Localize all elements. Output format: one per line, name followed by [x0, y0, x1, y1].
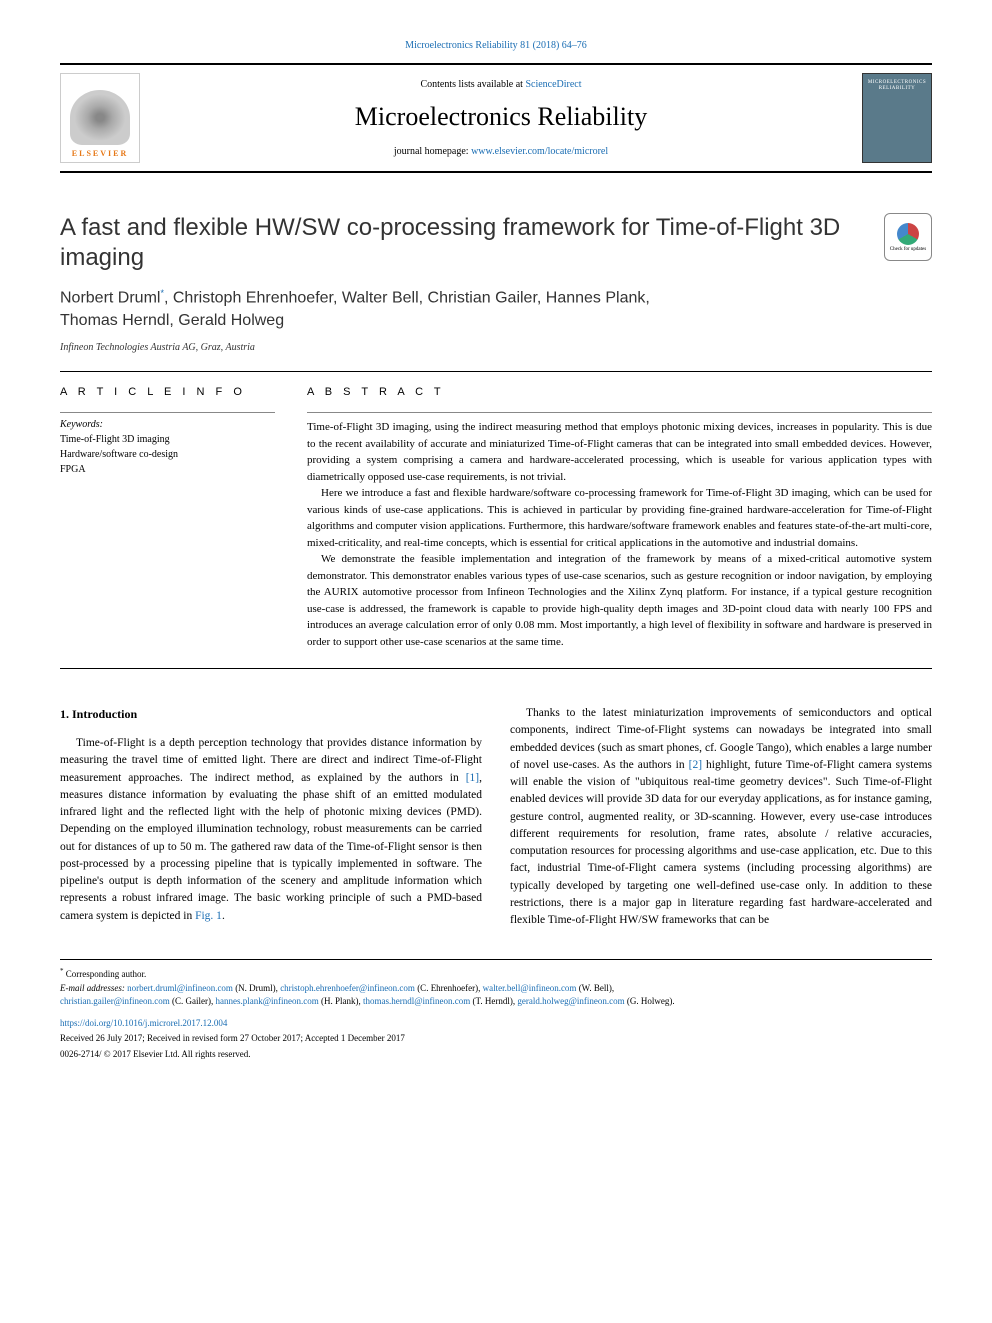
keyword-item: FPGA	[60, 462, 275, 477]
abstract-para: We demonstrate the feasible implementati…	[307, 551, 932, 650]
corresponding-author: * Corresponding author.	[60, 966, 932, 982]
abstract-para: Time-of-Flight 3D imaging, using the ind…	[307, 419, 932, 485]
section-number: 1.	[60, 707, 69, 721]
authors-list: Norbert Druml*, Christoph Ehrenhoefer, W…	[60, 287, 932, 332]
author-name-short: (H. Plank),	[321, 996, 361, 1006]
body-text: Time-of-Flight is a depth perception tec…	[60, 737, 482, 784]
keywords-list: Time-of-Flight 3D imaging Hardware/softw…	[60, 432, 275, 477]
body-column-right: Thanks to the latest miniaturization imp…	[510, 705, 932, 929]
body-column-left: 1. Introduction Time-of-Flight is a dept…	[60, 705, 482, 929]
citation-ref[interactable]: [2]	[689, 759, 702, 771]
author-email[interactable]: norbert.druml@infineon.com	[127, 983, 233, 993]
keyword-item: Hardware/software co-design	[60, 447, 275, 462]
citation-header: Microelectronics Reliability 81 (2018) 6…	[60, 40, 932, 51]
author-name-short: (C. Ehrenhoefer),	[417, 983, 480, 993]
author-name-short: (G. Holweg).	[627, 996, 675, 1006]
article-info-heading: A R T I C L E I N F O	[60, 386, 275, 398]
corr-marker[interactable]: *	[160, 288, 164, 298]
doi-line: https://doi.org/10.1016/j.microrel.2017.…	[60, 1017, 932, 1031]
author-name-short: (W. Bell),	[579, 983, 614, 993]
citation-ref[interactable]: [1]	[466, 772, 479, 784]
journal-name: Microelectronics Reliability	[140, 102, 862, 132]
body-columns: 1. Introduction Time-of-Flight is a dept…	[60, 705, 932, 929]
section-heading: 1. Introduction	[60, 705, 482, 723]
figure-ref[interactable]: Fig. 1	[195, 910, 222, 922]
author-email[interactable]: christoph.ehrenhoefer@infineon.com	[280, 983, 415, 993]
divider-top	[60, 371, 932, 372]
received-line: Received 26 July 2017; Received in revis…	[60, 1032, 932, 1046]
author-email[interactable]: thomas.herndl@infineon.com	[363, 996, 470, 1006]
body-text: highlight, future Time-of-Flight camera …	[510, 759, 932, 926]
corr-text: Corresponding author.	[66, 969, 147, 979]
email-label: E-mail addresses:	[60, 983, 125, 993]
divider-bottom	[60, 668, 932, 669]
homepage-link[interactable]: www.elsevier.com/locate/microrel	[471, 146, 608, 157]
section-title: Introduction	[72, 707, 137, 721]
affiliation: Infineon Technologies Austria AG, Graz, …	[60, 342, 932, 353]
abstract-para: Here we introduce a fast and flexible ha…	[307, 485, 932, 551]
doi-link[interactable]: https://doi.org/10.1016/j.microrel.2017.…	[60, 1018, 227, 1028]
keywords-label: Keywords:	[60, 419, 275, 430]
keyword-item: Time-of-Flight 3D imaging	[60, 432, 275, 447]
author-name-short: (N. Druml),	[235, 983, 278, 993]
author-email[interactable]: christian.gailer@infineon.com	[60, 996, 170, 1006]
citation-link[interactable]: Microelectronics Reliability 81 (2018) 6…	[405, 40, 587, 51]
info-separator	[60, 412, 275, 413]
elsevier-label: ELSEVIER	[72, 149, 128, 158]
journal-cover-thumbnail: MICROELECTRONICS RELIABILITY	[862, 73, 932, 163]
author-name-short: (C. Gailer),	[172, 996, 213, 1006]
author-email[interactable]: gerald.holweg@infineon.com	[517, 996, 624, 1006]
abstract-text: Time-of-Flight 3D imaging, using the ind…	[307, 419, 932, 650]
abstract-column: A B S T R A C T Time-of-Flight 3D imagin…	[307, 386, 932, 650]
body-text: .	[222, 910, 225, 922]
author-email[interactable]: hannes.plank@infineon.com	[216, 996, 319, 1006]
homepage-line: journal homepage: www.elsevier.com/locat…	[140, 146, 862, 157]
email-addresses: E-mail addresses: norbert.druml@infineon…	[60, 982, 932, 1009]
check-updates-badge[interactable]: Check for updates	[884, 213, 932, 261]
copyright-line: 0026-2714/ © 2017 Elsevier Ltd. All righ…	[60, 1048, 932, 1062]
cover-title: MICROELECTRONICS RELIABILITY	[865, 80, 929, 92]
contents-line: Contents lists available at ScienceDirec…	[140, 79, 862, 90]
sciencedirect-link[interactable]: ScienceDirect	[525, 79, 581, 90]
body-paragraph: Thanks to the latest miniaturization imp…	[510, 705, 932, 929]
check-updates-label: Check for updates	[890, 247, 926, 252]
journal-header: ELSEVIER Contents lists available at Sci…	[60, 63, 932, 173]
author-email[interactable]: walter.bell@infineon.com	[483, 983, 577, 993]
abstract-heading: A B S T R A C T	[307, 386, 932, 398]
contents-prefix: Contents lists available at	[420, 79, 525, 90]
article-info-column: A R T I C L E I N F O Keywords: Time-of-…	[60, 386, 275, 650]
elsevier-tree-icon	[70, 90, 130, 145]
abstract-separator	[307, 412, 932, 413]
crossmark-icon	[897, 223, 919, 245]
elsevier-logo: ELSEVIER	[60, 73, 140, 163]
body-text: , measures distance information by evalu…	[60, 772, 482, 922]
footnotes: * Corresponding author. E-mail addresses…	[60, 959, 932, 1061]
homepage-prefix: journal homepage:	[394, 146, 471, 157]
article-title: A fast and flexible HW/SW co-processing …	[60, 213, 868, 273]
body-paragraph: Time-of-Flight is a depth perception tec…	[60, 735, 482, 925]
author-name-short: (T. Herndl),	[473, 996, 516, 1006]
